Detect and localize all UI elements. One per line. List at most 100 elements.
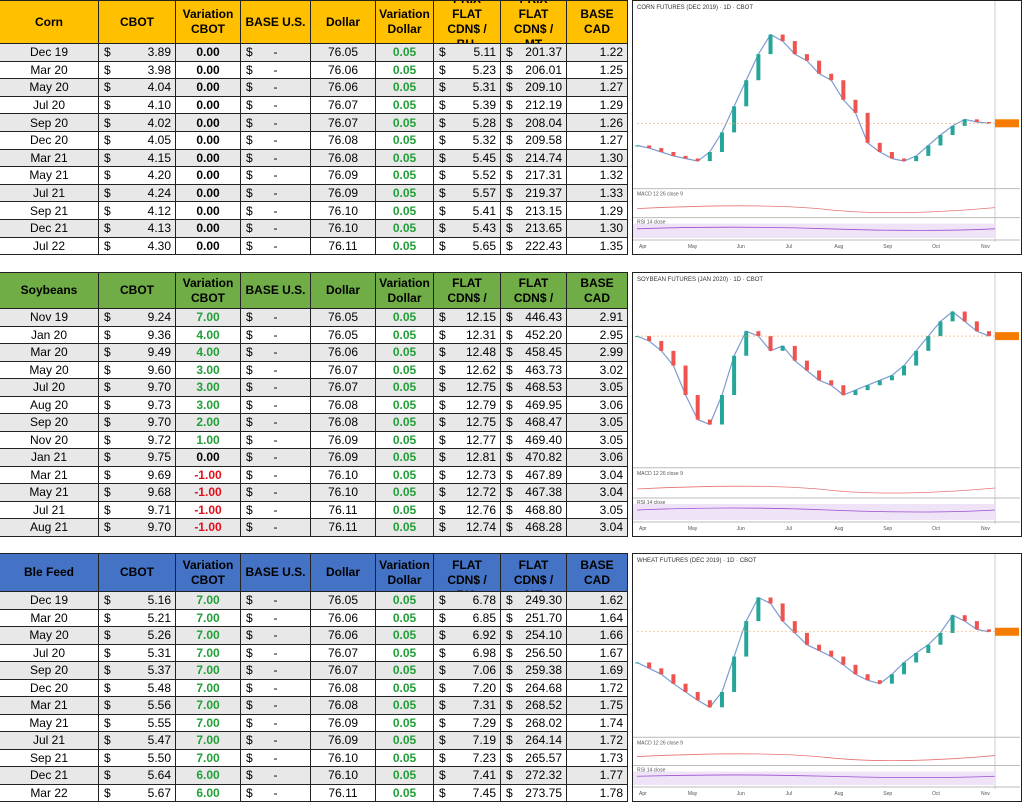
- cell-text: 76.11: [328, 238, 358, 253]
- cell-text: 2.99: [599, 345, 623, 360]
- x-tick-label: Aug: [834, 791, 843, 797]
- value-cell: 0.05: [376, 96, 434, 115]
- cell-text: 0.00: [196, 450, 220, 465]
- column-header: Variation Dollar: [376, 1, 434, 44]
- candle: [756, 54, 761, 81]
- cell-text: 468.28: [525, 520, 562, 535]
- value-cell: 1.69: [567, 662, 628, 680]
- cell-text: 12.81: [465, 450, 496, 465]
- cell-text: 6.00: [196, 768, 220, 783]
- candle: [647, 145, 652, 149]
- value-cell: 76.08: [311, 679, 376, 697]
- value-cell: 3.05: [567, 431, 628, 449]
- candle: [659, 148, 664, 152]
- currency-sign: $: [439, 203, 446, 218]
- cell-text: -1.00: [194, 467, 222, 482]
- currency-sign: $: [104, 203, 111, 218]
- column-header: CBOT: [99, 554, 176, 592]
- value-cell: 0.05: [376, 44, 434, 62]
- currency-sign: $: [439, 715, 446, 730]
- currency-sign: $: [246, 80, 253, 95]
- cell-text: 0.00: [196, 80, 220, 95]
- candle: [938, 135, 943, 146]
- value-cell: $6.85: [434, 609, 501, 627]
- cell-text: 76.10: [327, 467, 359, 482]
- value-cell: 0.05: [376, 220, 434, 238]
- value-cell: $6.78: [434, 592, 501, 610]
- cell-text: 12.15: [465, 310, 496, 325]
- cell-text: Sep 21: [29, 750, 69, 765]
- cell-text: -: [273, 628, 278, 643]
- cell-text: 76.10: [327, 750, 359, 765]
- currency-sign: $: [439, 502, 446, 517]
- value-cell: 4.00: [176, 344, 241, 362]
- value-cell: 76.05: [311, 309, 376, 327]
- value-cell: $469.40: [501, 431, 567, 449]
- cell-text: 3.00: [196, 362, 220, 377]
- cell-text: -: [273, 397, 278, 412]
- currency-sign: $: [246, 698, 253, 713]
- column-header: Dollar: [311, 273, 376, 309]
- currency-sign: $: [506, 520, 513, 535]
- currency-sign: $: [439, 768, 446, 783]
- column-header: BASE CAD: [567, 273, 628, 309]
- cell-text: 76.07: [327, 645, 359, 660]
- cell-text: Sep 21: [29, 203, 69, 218]
- currency-sign: $: [439, 133, 446, 148]
- column-header: Variation Dollar: [376, 554, 434, 592]
- candle: [877, 142, 882, 152]
- value-cell: $201.37: [501, 44, 567, 62]
- cell-text: -: [273, 698, 278, 713]
- currency-sign: $: [439, 397, 446, 412]
- value-cell: 76.06: [311, 627, 376, 645]
- value-cell: 7.00: [176, 627, 241, 645]
- candle: [647, 336, 652, 342]
- currency-sign: $: [104, 698, 111, 713]
- value-cell: 0.05: [376, 662, 434, 680]
- row-label: Jul 20: [0, 379, 99, 397]
- value-cell: 0.00: [176, 61, 241, 80]
- currency-sign: $: [104, 362, 111, 377]
- value-cell: $ -: [241, 732, 311, 750]
- candle: [695, 395, 700, 420]
- cell-text: -: [273, 715, 278, 730]
- currency-sign: $: [246, 432, 253, 447]
- value-cell: $249.30: [501, 592, 567, 610]
- currency-sign: $: [439, 645, 446, 660]
- rsi-line: [636, 774, 996, 779]
- candle: [829, 380, 834, 386]
- candle: [647, 662, 652, 669]
- cell-text: 6.92: [472, 628, 496, 643]
- cell-text: 212.19: [525, 98, 562, 113]
- value-cell: 0.05: [376, 714, 434, 732]
- cell-text: 446.43: [525, 310, 562, 325]
- value-cell: $264.68: [501, 679, 567, 697]
- cell-text: Jul 20: [32, 645, 66, 660]
- value-cell: 0.05: [376, 361, 434, 379]
- value-cell: 7.00: [176, 749, 241, 767]
- cell-text: Jul 21: [32, 733, 66, 748]
- value-cell: 76.05: [311, 44, 376, 62]
- value-cell: 0.05: [376, 609, 434, 627]
- cell-text: 5.56: [147, 698, 171, 713]
- cell-text: 0.05: [392, 415, 417, 430]
- row-label: Sep 20: [0, 114, 99, 132]
- cell-text: 1.62: [599, 593, 623, 608]
- currency-sign: $: [104, 768, 111, 783]
- value-cell: -1.00: [176, 501, 241, 519]
- cell-text: 76.06: [327, 610, 359, 625]
- cell-text: Jul 21: [32, 502, 66, 517]
- currency-sign: $: [439, 733, 446, 748]
- value-cell: $213.15: [501, 202, 567, 220]
- row-label: Nov 19: [0, 309, 99, 327]
- cell-text: 4.15: [147, 150, 171, 165]
- value-cell: $ -: [241, 697, 311, 715]
- cell-text: 76.08: [327, 133, 359, 148]
- cell-text: 7.06: [472, 663, 496, 678]
- cell-text: 3.89: [147, 45, 171, 60]
- cell-text: Aug 21: [29, 520, 69, 535]
- column-header: PRIX FLAT CDN$ / BU.: [434, 1, 501, 44]
- value-cell: $5.45: [434, 149, 501, 168]
- row-label: Sep 21: [0, 202, 99, 220]
- cell-text: 467.38: [525, 485, 562, 500]
